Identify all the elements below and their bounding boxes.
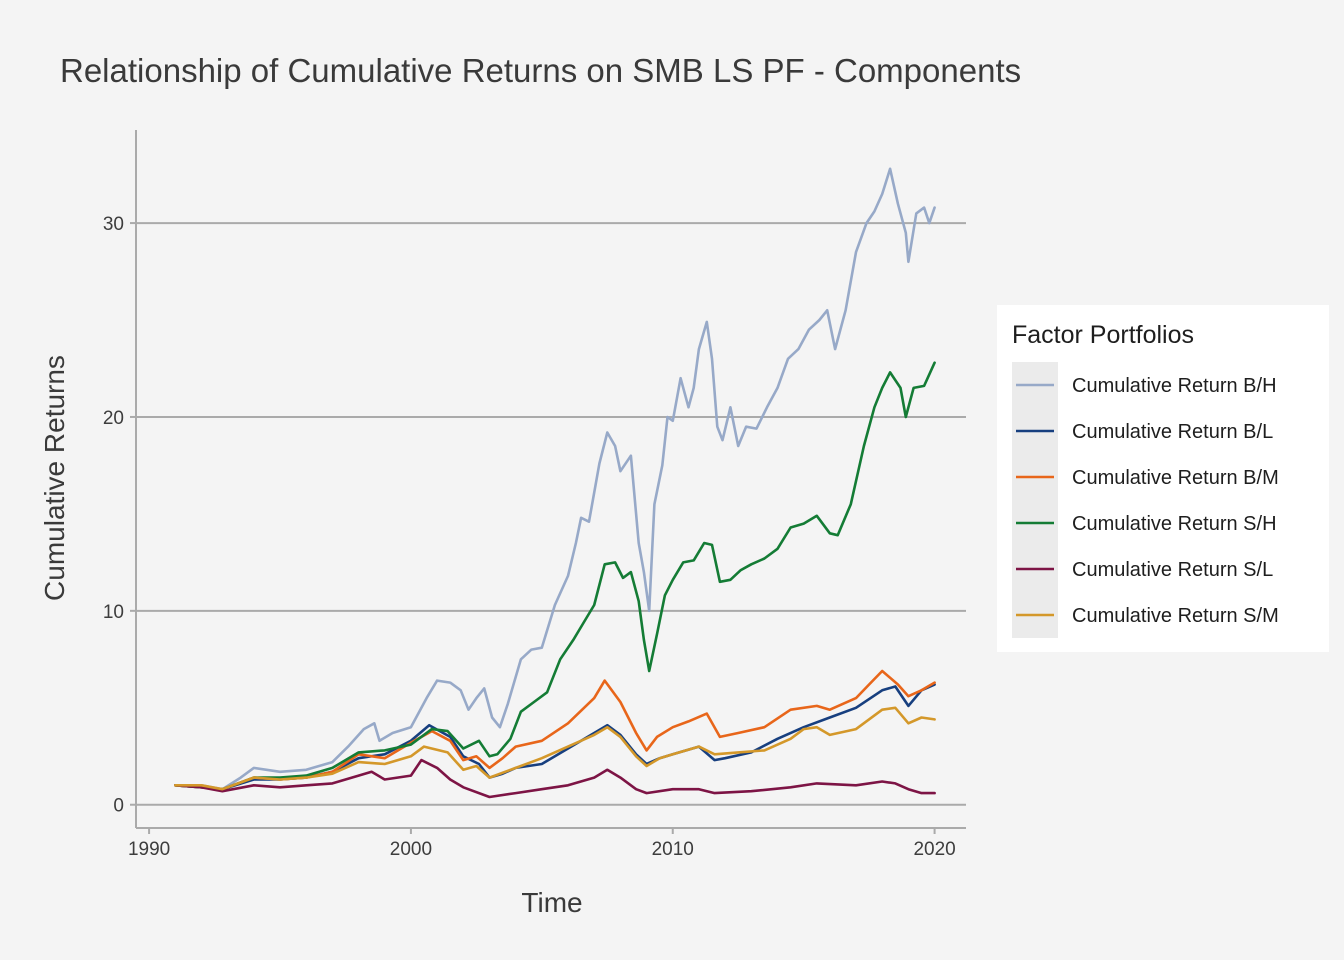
- legend-label-cumulative-return-s-h: Cumulative Return S/H: [1072, 513, 1277, 535]
- x-tick-label-2020: 2020: [913, 839, 955, 860]
- legend-items: Cumulative Return B/H Cumulative Return B…: [1012, 362, 1279, 638]
- y-tick-label-10: 10: [103, 602, 124, 623]
- series-line-cumulative-return-b-l: [174, 683, 936, 791]
- gridlines: [136, 222, 966, 806]
- y-tick-label-20: 20: [103, 408, 124, 429]
- x-tick-label-1990: 1990: [128, 839, 170, 860]
- series-line-cumulative-return-s-h: [174, 361, 936, 791]
- series-line-cumulative-return-s-m: [174, 706, 936, 791]
- x-axis-title: Time: [521, 887, 582, 918]
- series-line-cumulative-return-b-m: [174, 669, 936, 791]
- legend-label-cumulative-return-b-l: Cumulative Return B/L: [1072, 421, 1273, 443]
- axes: 0 10 20 30 1990 2000 2010 2020: [103, 130, 966, 860]
- legend-label-cumulative-return-b-m: Cumulative Return B/M: [1072, 467, 1279, 489]
- legend-label-cumulative-return-b-h: Cumulative Return B/H: [1072, 375, 1277, 397]
- y-axis-title: Cumulative Returns: [39, 355, 70, 601]
- x-tick-label-2000: 2000: [390, 839, 432, 860]
- x-tick-label-2010: 2010: [652, 839, 694, 860]
- legend-title: Factor Portfolios: [1012, 321, 1194, 349]
- series-line-cumulative-return-b-h: [174, 167, 936, 791]
- legend-label-cumulative-return-s-l: Cumulative Return S/L: [1072, 559, 1273, 581]
- legend-label-cumulative-return-s-m: Cumulative Return S/M: [1072, 605, 1279, 627]
- series-line-cumulative-return-s-l: [174, 758, 936, 799]
- series-group: [174, 167, 936, 799]
- chart-title: Relationship of Cumulative Returns on SM…: [60, 52, 1021, 89]
- legend: Factor Portfolios Cumulative Return B/HC…: [997, 305, 1329, 652]
- y-tick-label-0: 0: [113, 796, 124, 817]
- y-tick-label-30: 30: [103, 214, 124, 235]
